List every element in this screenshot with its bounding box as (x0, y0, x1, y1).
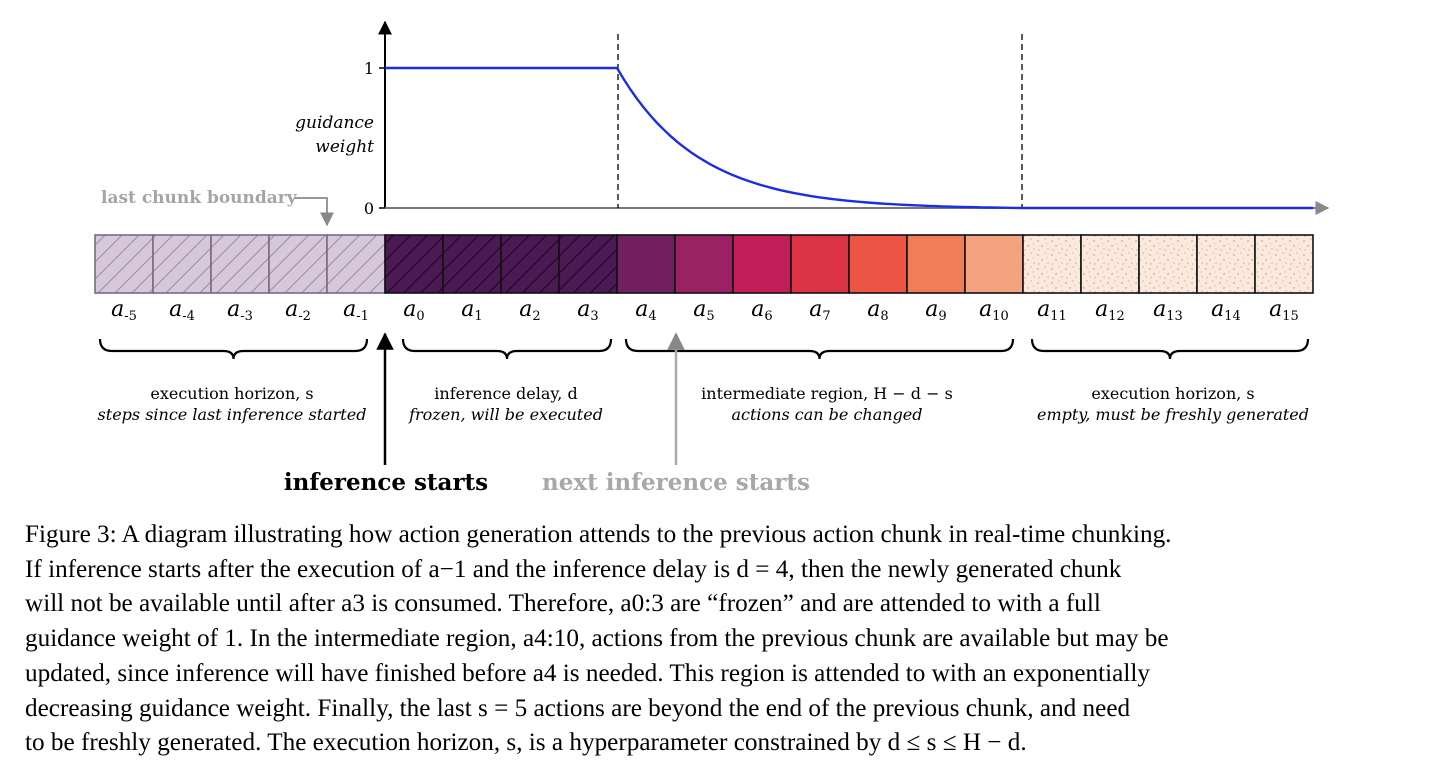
caption-line-2: If inference starts after the execution … (25, 555, 1122, 583)
action-label-a11: a11 (1037, 297, 1067, 324)
action-label-a-3: a-3 (227, 297, 253, 324)
action-cell-a11 (1022, 234, 1082, 294)
action-label-a5: a5 (693, 297, 714, 324)
action-label-a0: a0 (403, 297, 424, 324)
action-cell-a10 (964, 234, 1024, 294)
figure-caption: Figure 3: A diagram illustrating how act… (25, 518, 1410, 761)
next-inference-start-annotation: next inference starts (542, 332, 810, 496)
action-label-a8: a8 (867, 297, 888, 324)
action-cell-labels: a-5 a-4 a-3 a-2 a-1 a0 a1 a2 a3 a4 a5 a6 a7 a8 a9 a10 a1… (111, 297, 1299, 324)
action-label-a2: a2 (519, 297, 540, 324)
caption-line-4: guidance weight of 1. In the intermediat… (25, 625, 1169, 653)
action-label-a7: a7 (809, 297, 830, 324)
y-tick-1: 1 (364, 59, 374, 78)
last-chunk-boundary-label: last chunk boundary (101, 188, 298, 208)
action-label-a15: a15 (1269, 297, 1299, 324)
region-1-note: steps since last inference started (98, 405, 367, 424)
region-brace-2 (401, 338, 613, 360)
region-3-note: actions can be changed (731, 405, 922, 424)
action-label-a13: a13 (1153, 297, 1183, 324)
action-label-a6: a6 (751, 297, 772, 324)
region-brace-3 (624, 338, 1015, 360)
caption-line-1: Figure 3: A diagram illustrating how act… (25, 521, 1172, 548)
action-label-a1: a1 (461, 297, 482, 324)
inference-start-annotation: inference starts (284, 332, 488, 496)
region-4-note: empty, must be freshly generated (1037, 405, 1309, 424)
action-cell-a12 (1080, 234, 1140, 294)
action-cell-a1 (442, 234, 502, 294)
action-cell-a7 (790, 234, 850, 294)
inference-start-label: inference starts (284, 469, 488, 496)
action-cell-a-3 (210, 234, 270, 294)
action-label-a-2: a-2 (285, 297, 311, 324)
action-cell-a13 (1138, 234, 1198, 294)
region-brace-1 (98, 338, 369, 360)
action-cells (94, 234, 1314, 294)
last-chunk-boundary-annotation: last chunk boundary (101, 188, 334, 227)
action-cell-a-1 (326, 234, 386, 294)
region-2-note: frozen, will be executed (408, 405, 603, 424)
action-cell-a9 (906, 234, 966, 294)
y-tick-0: 0 (364, 199, 374, 218)
region-4-title: execution horizon, s (1091, 384, 1254, 403)
action-cell-a-2 (268, 234, 328, 294)
action-cell-a6 (732, 234, 792, 294)
y-axis-label-line2: weight (315, 137, 374, 157)
action-cell-a-4 (152, 234, 212, 294)
action-label-a-1: a-1 (343, 297, 369, 324)
action-label-a3: a3 (577, 297, 598, 324)
action-label-a10: a10 (979, 297, 1009, 324)
region-2-title: inference delay, d (434, 384, 577, 403)
action-cell-a14 (1196, 234, 1256, 294)
caption-line-3: will not be available until after a3 is … (25, 590, 1101, 618)
last-chunk-boundary-arrow (294, 197, 334, 227)
region-3-title: intermediate region, H − d − s (701, 384, 953, 403)
action-cell-a0 (384, 234, 444, 294)
region-braces (98, 338, 1310, 360)
region-labels: execution horizon, s steps since last in… (98, 384, 1309, 424)
guidance-weight-curve (385, 66, 1313, 210)
action-chunk-diagram: 1 0 guidance weight last chunk boundary … (94, 20, 1330, 496)
action-label-a-4: a-4 (169, 297, 195, 324)
action-cell-a3 (558, 234, 618, 294)
action-cell-a4 (616, 234, 676, 294)
region-brace-4 (1030, 338, 1310, 360)
action-label-a12: a12 (1095, 297, 1125, 324)
action-label-a14: a14 (1211, 297, 1241, 324)
action-label-a9: a9 (925, 297, 946, 324)
action-cell-a5 (674, 234, 734, 294)
action-cell-a8 (848, 234, 908, 294)
action-cell-a2 (500, 234, 560, 294)
action-cell-a-5 (94, 234, 154, 294)
y-axis-label-line1: guidance (295, 113, 374, 133)
weight-plot: 1 0 guidance weight (295, 20, 1330, 218)
action-label-a-5: a-5 (111, 297, 137, 324)
caption-line-5: updated, since inference will have finis… (25, 659, 1150, 687)
action-label-a4: a4 (635, 297, 656, 324)
region-1-title: execution horizon, s (150, 384, 313, 403)
caption-line-6: decreasing guidance weight. Finally, the… (25, 694, 1131, 722)
action-cell-a15 (1254, 234, 1314, 294)
caption-line-7: to be freshly generated. The execution h… (25, 729, 1027, 757)
next-inference-start-label: next inference starts (542, 469, 810, 496)
